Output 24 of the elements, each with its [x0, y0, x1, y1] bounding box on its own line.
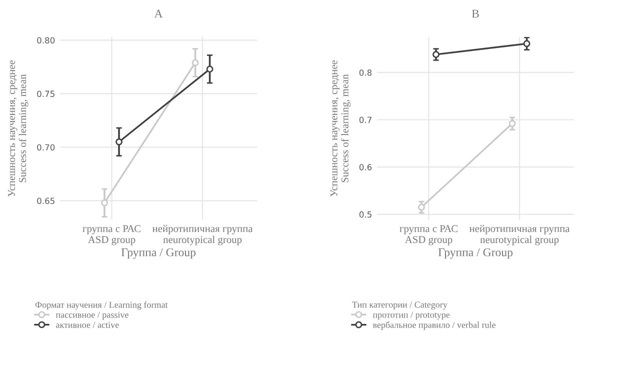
x-axis-title: Группа / Group — [121, 248, 196, 259]
y-tick-label: 0.80 — [37, 37, 55, 44]
y-axis-title: Успешность научения, среднее Success of learning, mean — [8, 60, 28, 197]
chart-title: B — [472, 10, 479, 18]
y-tick-label: 0.8 — [359, 69, 372, 76]
legend-label: вербальное правило / verbal rule — [372, 321, 496, 330]
y-tick-label: 0.65 — [37, 198, 54, 204]
legend-title: Тип категории / Category — [352, 302, 448, 310]
chart-title: A — [154, 10, 163, 18]
x-axis-title: Группа / Group — [438, 248, 513, 259]
y-tick-label: 0.6 — [359, 164, 372, 170]
y-axis-title: Успешность научения, среднее Success of learning, mean — [330, 60, 351, 197]
x-tick-label: нейротипичная группа neurotypical group — [152, 224, 253, 246]
y-tick-label: 0.5 — [359, 211, 372, 218]
x-tick-label: группа с РАС ASD group — [400, 225, 458, 246]
x-tick-label: нейротипичная группа neurotypical group — [469, 224, 570, 246]
y-tick-label: 0.7 — [359, 116, 372, 124]
y-tick-label: 0.75 — [37, 90, 54, 98]
legend-title: Формат научения / Learning format — [35, 301, 168, 310]
legend-label: прототип / prototype — [372, 312, 450, 320]
y-tick-label: 0.70 — [37, 144, 55, 151]
legend-label: активное / active — [56, 322, 119, 328]
x-tick-label: группа с РАС ASD group — [82, 225, 140, 246]
legend-label: пассивное / passive — [56, 312, 128, 320]
